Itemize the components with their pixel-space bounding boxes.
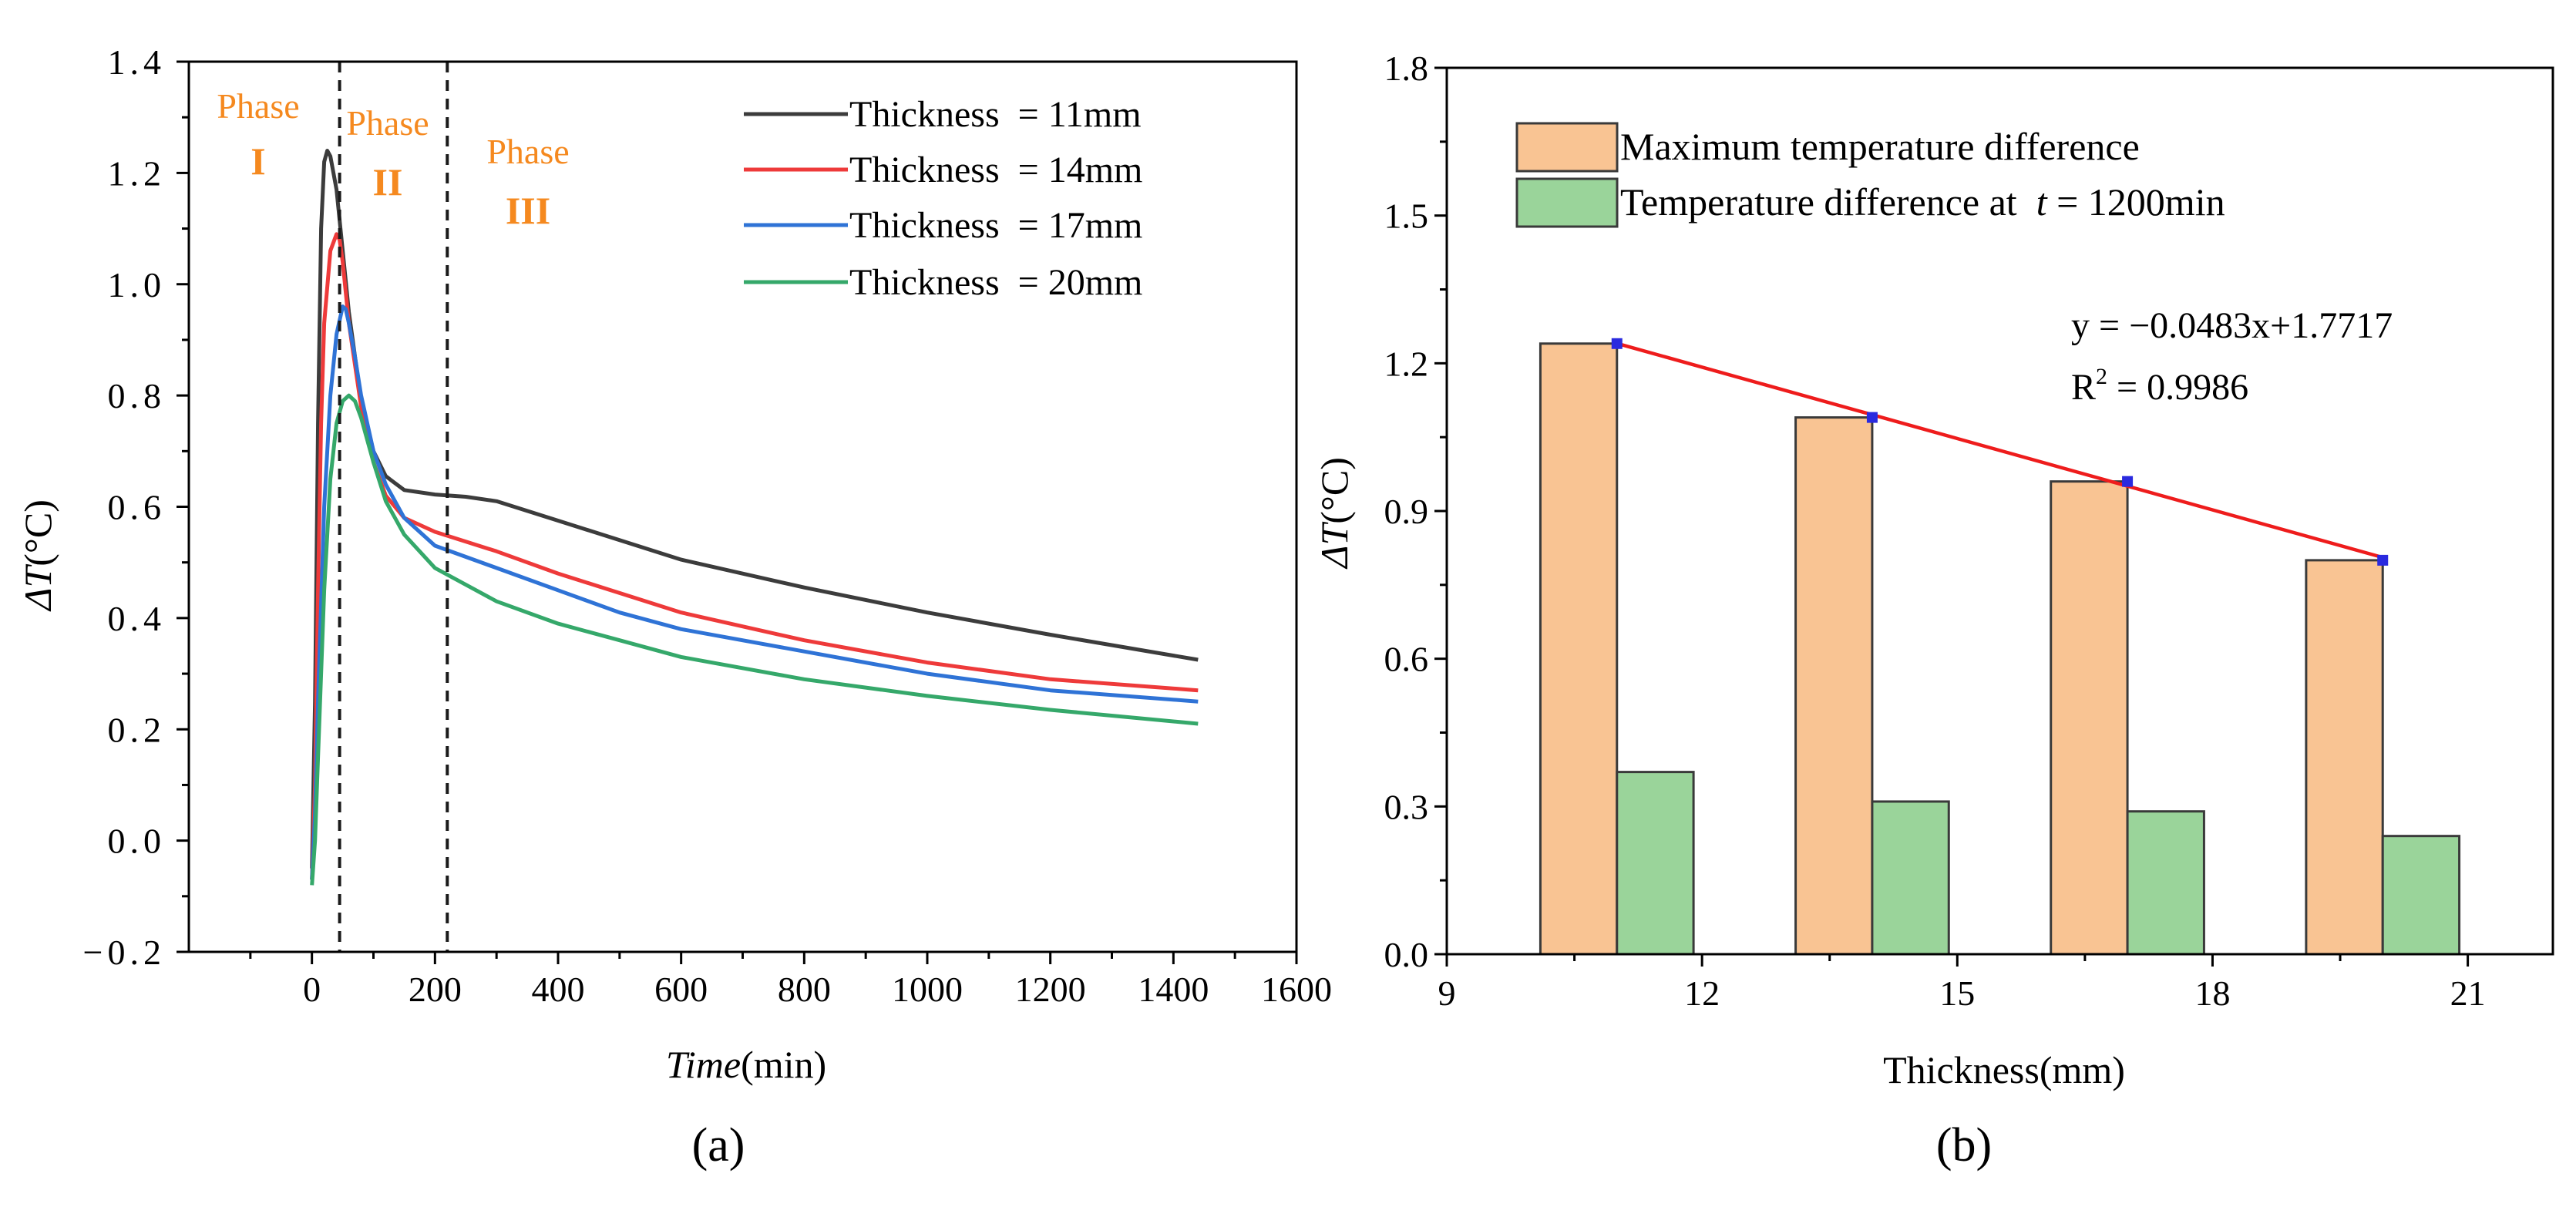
a-x-tick-label-6: 1200: [1015, 970, 1086, 1009]
a-y-tick-label-4: 0.6: [108, 488, 166, 527]
b-legend-label-1200: Temperature difference at t = 1200min: [1620, 180, 2225, 224]
b-r2-prefix: R: [2071, 367, 2096, 408]
b-y-axis-label: ΔT(°C): [1313, 457, 1356, 570]
b-y-ticks: 0.0 0.3 0.6 0.9 1.2 1.5 1.8: [1384, 49, 1447, 974]
a-phase-1-numeral: I: [251, 140, 265, 183]
b-legend-label-max: Maximum temperature difference: [1620, 125, 2140, 168]
b-bar-s0-c1: [1794, 416, 1874, 956]
b-legend-1200-prefix: Temperature difference at: [1620, 180, 2036, 224]
a-x-tick-label-3: 600: [654, 970, 708, 1009]
b-x-tick-label-3: 18: [2194, 973, 2230, 1013]
b-bar-s1-c3: [2381, 835, 2461, 956]
a-series-line-3: [310, 393, 1199, 886]
a-legend: Thickness = 11mm Thickness = 14mm Thickn…: [744, 94, 1142, 303]
b-bar-s0-c3: [2305, 559, 2384, 956]
a-y-tick-label-0: −0.2: [83, 933, 166, 972]
b-legend-swatch-1200: [1515, 177, 1619, 228]
a-phase-3-title: Phase: [486, 132, 569, 171]
panel-b-bar-chart: 9 12 15 18 21 0.0 0.3 0.6 0.9 1.2 1.5 1.8 Maximum …: [1313, 49, 2554, 1172]
a-phase-labels: Phase I Phase II Phase III: [217, 86, 569, 232]
b-bar-s0-c2: [2050, 480, 2129, 956]
b-bar-s1-c1: [1871, 800, 1950, 956]
b-y-tick-label-6: 1.8: [1384, 49, 1429, 88]
a-plot-frame: [187, 60, 1298, 953]
b-y-tick-label-0: 0.0: [1384, 935, 1429, 974]
a-y-tick-label-2: 0.2: [108, 710, 166, 749]
a-x-label-unit: (min): [741, 1043, 826, 1086]
b-x-axis-label: Thickness(mm): [1883, 1048, 2125, 1091]
a-y-axis-label: ΔT(°C): [16, 499, 59, 612]
b-fit-line: [1611, 338, 2389, 566]
b-x-ticks: 9 12 15 18 21: [1438, 954, 2486, 1013]
b-bars: [1539, 342, 2461, 956]
a-y-tick-label-3: 0.4: [108, 599, 166, 638]
panel-a-line-chart: 0 200 400 600 800 1000 1200 1400 1600 −0.2 0.0 0.2…: [16, 42, 1332, 1172]
b-fit-point-1: [1866, 412, 1878, 423]
a-phase-2-title: Phase: [346, 103, 429, 143]
a-panel-label: (a): [692, 1119, 745, 1172]
a-legend-label-17mm: Thickness = 17mm: [849, 205, 1142, 246]
b-fit-point-2: [2122, 476, 2134, 487]
a-phase-2-numeral: II: [373, 160, 403, 203]
b-x-tick-label-4: 21: [2450, 973, 2486, 1013]
a-y-tick-label-6: 1.0: [108, 265, 166, 304]
a-y-tick-label-5: 0.8: [108, 376, 166, 415]
b-y-tick-label-1: 0.3: [1384, 787, 1429, 826]
b-bar-s1-c2: [2126, 810, 2205, 956]
a-x-tick-label-8: 1600: [1261, 970, 1332, 1009]
b-fit-equation: y = −0.0483x+1.7717: [2071, 305, 2393, 346]
a-legend-label-14mm: Thickness = 14mm: [849, 150, 1142, 190]
a-x-tick-label-1: 200: [409, 970, 462, 1009]
a-y-label-unit: (°C): [16, 499, 59, 567]
a-y-tick-label-7: 1.2: [108, 153, 166, 193]
a-x-tick-label-4: 800: [778, 970, 831, 1009]
b-fit-point-3: [2377, 554, 2389, 566]
b-y-label-prefix: ΔT: [1313, 522, 1356, 570]
a-y-ticks: −0.2 0.0 0.2 0.4 0.6 0.8 1.0 1.2 1.4: [83, 42, 189, 972]
b-bar-s0-c0: [1539, 342, 1619, 956]
a-x-ticks: 0 200 400 600 800 1000 1200 1400 1600: [249, 952, 1332, 1009]
a-y-tick-label-1: 0.0: [108, 822, 166, 861]
a-series-lines: [310, 149, 1199, 886]
b-legend-swatch-max: [1515, 122, 1619, 173]
b-y-tick-label-2: 0.6: [1384, 640, 1429, 679]
a-x-tick-label-0: 0: [303, 970, 321, 1009]
a-legend-label-11mm: Thickness = 11mm: [849, 94, 1142, 135]
a-series-line-0: [310, 149, 1199, 869]
a-legend-label-20mm: Thickness = 20mm: [849, 262, 1142, 303]
a-phase-3-numeral: III: [506, 189, 550, 232]
b-r2-suffix: = 0.9986: [2107, 367, 2248, 408]
a-y-tick-label-8: 1.4: [108, 42, 166, 82]
b-x-tick-label-2: 15: [1939, 973, 1975, 1013]
a-x-axis-label: Time(min): [666, 1043, 826, 1086]
a-x-tick-label-5: 1000: [892, 970, 963, 1009]
a-x-label-italic: Time: [666, 1043, 741, 1086]
a-y-label-prefix: ΔT: [16, 564, 59, 612]
a-x-tick-label-7: 1400: [1138, 970, 1209, 1009]
b-fit-point-0: [1611, 338, 1623, 349]
b-y-tick-label-5: 1.5: [1384, 197, 1429, 236]
b-fit-r2: R2 = 0.9986: [2071, 364, 2248, 408]
b-y-tick-label-3: 0.9: [1384, 492, 1429, 531]
b-legend-1200-var: t: [2036, 180, 2048, 224]
b-x-tick-label-0: 9: [1438, 973, 1456, 1013]
b-fit-line-segment: [1616, 341, 2383, 560]
a-phase-1-title: Phase: [217, 86, 299, 126]
b-panel-label: (b): [1936, 1119, 1992, 1172]
b-x-tick-label-1: 12: [1684, 973, 1720, 1013]
b-bar-s1-c0: [1616, 771, 1695, 956]
b-legend: Maximum temperature difference Temperatu…: [1515, 122, 2225, 228]
a-series-line-1: [310, 232, 1199, 880]
b-y-tick-label-4: 1.2: [1384, 344, 1429, 383]
b-r2-exp: 2: [2096, 364, 2107, 389]
a-phase-divider-lines: [338, 62, 449, 952]
b-y-label-unit: (°C): [1313, 457, 1356, 524]
b-legend-1200-suffix: = 1200min: [2047, 180, 2225, 224]
a-x-tick-label-2: 400: [532, 970, 585, 1009]
a-series-line-2: [310, 304, 1199, 880]
